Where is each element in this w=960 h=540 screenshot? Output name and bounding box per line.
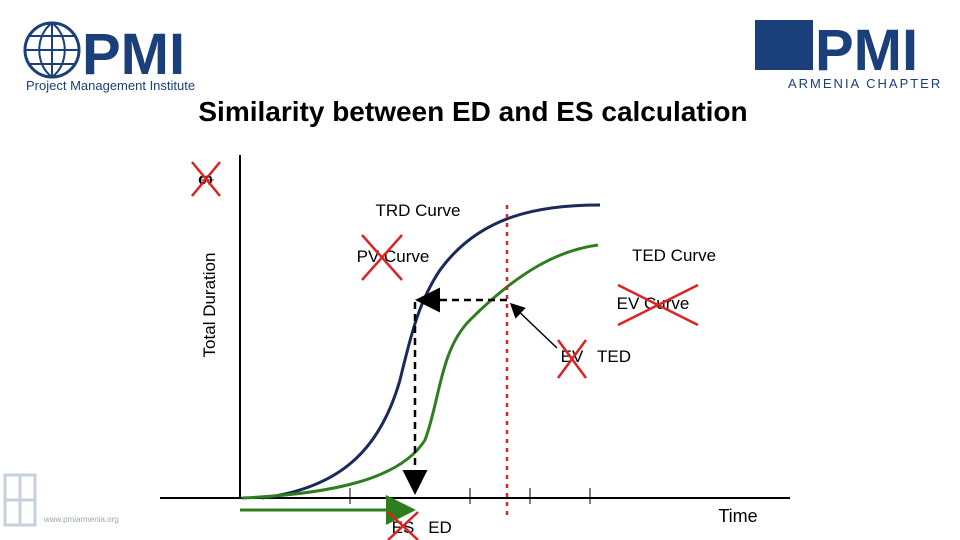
footer-url: www.pmiarmenia.org (43, 515, 119, 524)
logo-emblem (755, 20, 813, 70)
logo-mark: PMI (82, 22, 185, 87)
point-label: ED (428, 518, 452, 537)
y-axis-label: Total Duration (200, 253, 219, 358)
logo-name: Project Management Institute (26, 78, 195, 93)
logo-name: ARMENIA CHAPTER (788, 76, 942, 91)
title: Similarity between ED and ES calculation (198, 96, 747, 127)
strike (617, 283, 699, 327)
logo-mark: PMI (815, 18, 918, 83)
chapter-logo: PMI ARMENIA CHAPTER (755, 18, 942, 91)
footer-ornament (3, 473, 37, 527)
pointer (509, 302, 558, 349)
x-ticks (349, 488, 591, 504)
curve-label: TED Curve (632, 246, 716, 265)
ted-curve (241, 243, 599, 500)
curve-label: PV Curve (357, 247, 430, 266)
strike (556, 339, 588, 379)
trd-curve (261, 203, 601, 500)
strike (361, 234, 403, 281)
strike (387, 511, 419, 540)
pmi-logo: PMI Project Management Institute (23, 21, 195, 93)
curve-label: TRD Curve (375, 201, 460, 220)
strike (191, 161, 221, 197)
point-label: TED (597, 347, 631, 366)
x-axis-label: Time (718, 506, 757, 526)
